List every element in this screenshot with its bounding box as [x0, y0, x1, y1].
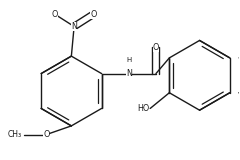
Text: O: O — [153, 43, 159, 52]
Text: O: O — [52, 10, 58, 19]
Text: H: H — [126, 57, 131, 63]
Text: O: O — [43, 130, 49, 139]
Text: CH₃: CH₃ — [8, 130, 22, 139]
Text: N: N — [71, 22, 77, 31]
Text: HO: HO — [137, 104, 149, 113]
Text: O: O — [90, 10, 96, 19]
Text: N: N — [126, 69, 132, 78]
